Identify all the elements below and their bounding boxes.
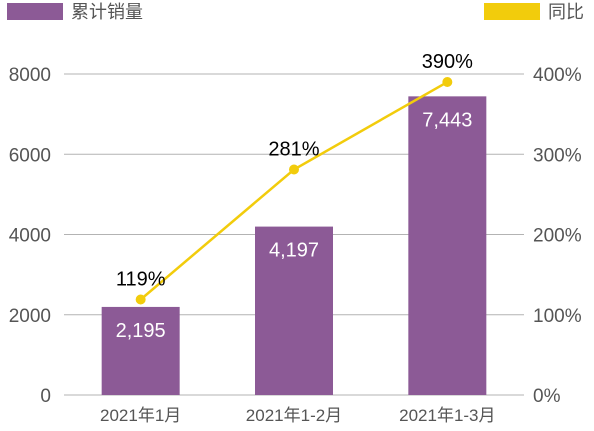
x-axis: 2021年1月 2021年1-2月 2021年1-3月 xyxy=(100,406,496,425)
y-left-tick-label: 0 xyxy=(40,386,51,407)
legend-label-line: 同比 xyxy=(548,2,584,22)
legend-label-bar: 累计销量 xyxy=(71,2,143,22)
y-right-tick-label: 300% xyxy=(533,145,582,166)
legend: 累计销量 同比 xyxy=(7,2,584,22)
y-axis-right: 0% 100% 200% 300% 400% xyxy=(533,65,582,407)
y-left-tick-label: 4000 xyxy=(9,226,51,247)
y-left-tick-label: 2000 xyxy=(9,306,51,327)
bar xyxy=(101,306,180,395)
legend-swatch-bar xyxy=(7,3,63,20)
x-tick-label: 2021年1-2月 xyxy=(246,406,342,425)
line-series: 119% 281% 390% xyxy=(116,51,473,305)
bar xyxy=(408,96,487,396)
legend-swatch-line xyxy=(484,3,540,20)
bar xyxy=(255,226,333,395)
y-axis-left: 0 2000 4000 6000 8000 xyxy=(9,65,51,407)
line-data-label: 281% xyxy=(268,138,319,160)
line-point xyxy=(289,164,299,175)
bar-series: 2,195 4,197 7,443 xyxy=(101,96,487,396)
y-left-tick-label: 8000 xyxy=(9,65,51,86)
y-right-tick-label: 100% xyxy=(533,306,582,327)
line-data-label: 390% xyxy=(422,51,473,73)
y-right-tick-label: 200% xyxy=(533,226,582,247)
line-point xyxy=(135,294,146,305)
bar-data-label: 2,195 xyxy=(116,320,166,342)
line-data-label: 119% xyxy=(116,269,166,291)
x-tick-label: 2021年1月 xyxy=(100,406,181,425)
y-right-tick-label: 0% xyxy=(533,386,561,407)
bar-data-label: 7,443 xyxy=(422,109,472,131)
line-point xyxy=(442,77,453,88)
bar-data-label: 4,197 xyxy=(269,240,319,262)
y-right-tick-label: 400% xyxy=(533,65,582,86)
x-tick-label: 2021年1-3月 xyxy=(399,406,495,425)
y-left-tick-label: 6000 xyxy=(9,145,51,166)
